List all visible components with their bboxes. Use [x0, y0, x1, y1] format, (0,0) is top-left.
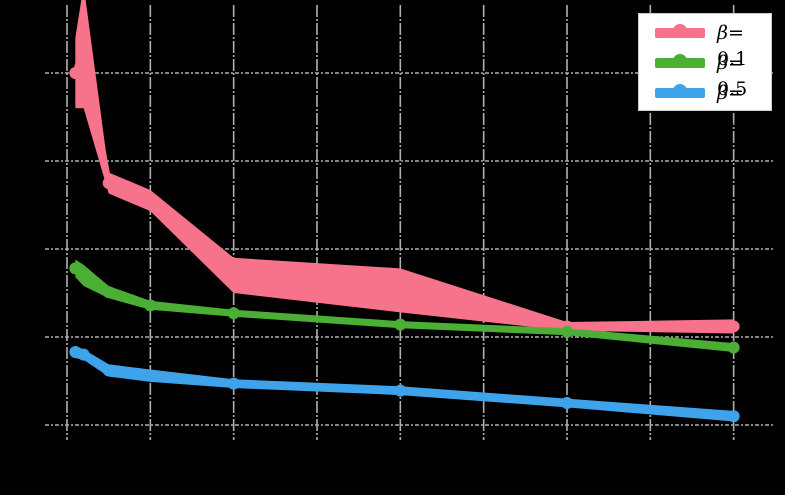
legend-marker-icon [673, 24, 687, 38]
legend-marker-icon [673, 54, 687, 68]
legend-item-beta-1.0: β= 1.0 [639, 80, 771, 130]
legend-label: β= 0.5 [717, 52, 748, 100]
series-lines [69, 40, 740, 423]
legend-label: β= 0.1 [717, 22, 748, 70]
confidence-bands [75, 0, 734, 422]
grid-lines [45, 5, 775, 440]
legend-label: β= 1.0 [717, 82, 748, 130]
legend-item-beta-0.1: β= 0.1 [639, 20, 771, 70]
legend-marker-icon [673, 84, 687, 98]
legend-item-beta-0.5: β= 0.5 [639, 50, 771, 100]
legend: β= 0.1 β= 0.5 β= 1.0 [638, 13, 772, 130]
